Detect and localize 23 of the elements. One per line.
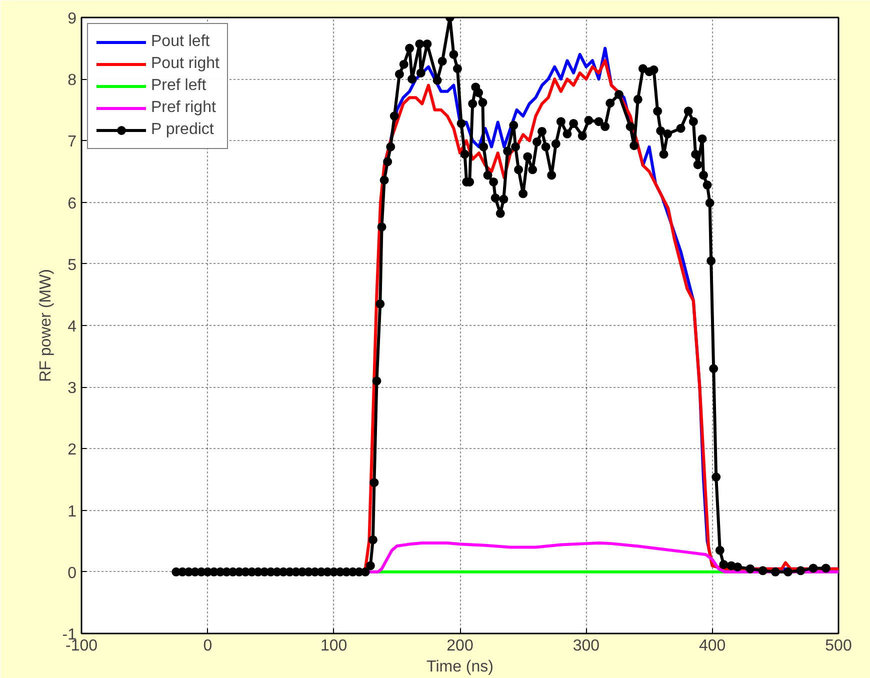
- x-tick-label: 100: [320, 638, 348, 654]
- y-tick-label: 2: [68, 442, 77, 459]
- x-tick-label: 500: [825, 638, 852, 654]
- y-axis-title: RF power (MW): [37, 269, 54, 382]
- y-tick-label: 6: [68, 195, 77, 212]
- x-tick-label: 300: [572, 638, 600, 654]
- y-tick-label: 3: [68, 380, 77, 398]
- y-tick-label: 7: [68, 134, 77, 151]
- legend-label: Pout left: [151, 33, 210, 51]
- x-tick-label: 400: [698, 638, 726, 654]
- x-tick-label: 200: [446, 638, 474, 654]
- legend-label: Pref left: [151, 77, 206, 95]
- legend-label: Pout right: [151, 55, 220, 73]
- y-tick-label: 5: [68, 256, 77, 274]
- y-tick-label: 1: [68, 503, 77, 520]
- x-axis-title: Time (ns): [426, 658, 494, 676]
- legend-label: P predict: [151, 121, 214, 139]
- legend-label: Pref right: [151, 99, 216, 117]
- y-tick-label: 8: [68, 72, 77, 90]
- x-tick-label: 0: [203, 638, 212, 654]
- y-tick-label: 4: [68, 318, 77, 336]
- y-tick-label: 0: [68, 564, 77, 582]
- y-tick-label: 9: [68, 10, 77, 28]
